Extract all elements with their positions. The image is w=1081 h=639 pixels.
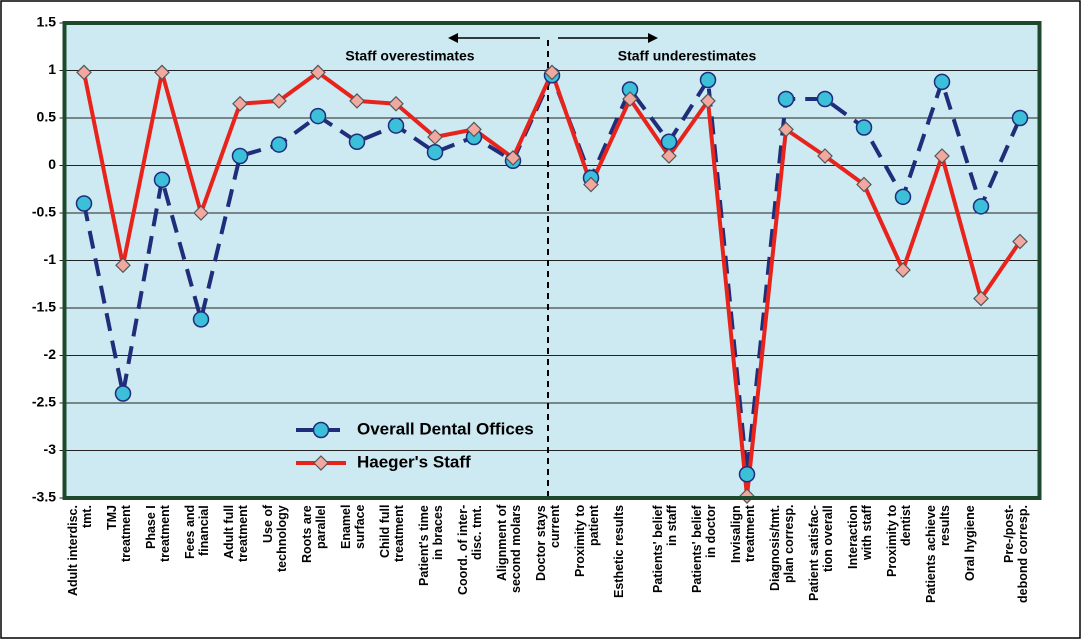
x-tick-label: Child full treatment: [378, 505, 406, 562]
x-tick-label: Proximity to dentist: [885, 505, 913, 578]
x-tick-label: Phase I treatment: [144, 505, 172, 562]
marker: [660, 133, 678, 150]
marker: [114, 385, 132, 402]
marker: [777, 90, 795, 108]
plot-frame: [62, 21, 1042, 500]
x-tick-label: Enamel surface: [339, 505, 367, 550]
marker: [426, 143, 444, 161]
marker: [309, 107, 327, 125]
y-tick-label: -2.5: [32, 394, 56, 410]
marker: [76, 64, 92, 81]
marker: [738, 466, 756, 483]
marks: [75, 64, 1029, 504]
marker: [583, 176, 599, 193]
y-tick-label: -2: [44, 346, 57, 362]
marker: [816, 90, 834, 108]
marker: [505, 150, 521, 166]
annotation: Staff underestimates: [618, 48, 757, 64]
marker: [856, 176, 872, 193]
marker: [1011, 109, 1029, 127]
x-tick-label: Alignment of second molars: [495, 505, 523, 594]
x-tick-label: Adult interdisc. tmt.: [66, 505, 94, 596]
marker: [232, 95, 248, 112]
marker: [895, 262, 911, 278]
arrow-head: [448, 33, 458, 43]
y-tick-label: 0: [48, 156, 56, 172]
marker: [427, 129, 443, 145]
y-tick-label: -1.5: [32, 299, 56, 315]
marker: [349, 93, 365, 109]
x-tick-label: Patient satisfac- tion overall: [807, 505, 835, 601]
marker: [817, 148, 833, 164]
marker: [75, 195, 93, 212]
marker: [894, 188, 912, 206]
marker: [154, 64, 170, 81]
marker: [1012, 233, 1028, 250]
marker: [466, 121, 482, 138]
arrow-head: [648, 33, 658, 43]
legend-label: Overall Dental Offices: [357, 419, 534, 438]
marker: [972, 198, 990, 215]
y-tick-label: 0.5: [37, 109, 57, 125]
y-tick-label: -1: [44, 251, 57, 267]
x-tick-label: Proximity to patient: [573, 505, 601, 578]
x-tick-label: Oral hygiene: [963, 505, 977, 581]
marker: [699, 71, 717, 89]
x-tick-label: Interaction with staff: [846, 505, 874, 569]
marker: [934, 148, 950, 164]
y-tick-label: 1.5: [37, 14, 57, 30]
x-tick-label: Invisalign treatment: [729, 505, 757, 563]
marker: [544, 64, 560, 81]
y-tick-label: 1: [48, 61, 56, 77]
marker: [193, 205, 209, 221]
annotation: Staff overestimates: [345, 48, 474, 64]
x-tick-label: Adult full treatment: [222, 505, 250, 562]
legend-marker: [313, 455, 329, 471]
x-tick-label: Doctor stays current: [534, 505, 562, 581]
marker: [855, 119, 873, 136]
x-tick-label: Fees and financial: [183, 505, 211, 560]
x-tick-label: Patient's time in braces: [417, 505, 445, 586]
x-tick-label: Patients achieve results: [924, 505, 952, 603]
x-tick-label: Coord. of inter- disc. tmt.: [456, 505, 484, 596]
y-tick-label: -3: [44, 441, 57, 457]
y-tick-label: -0.5: [32, 204, 56, 220]
marker: [271, 93, 287, 109]
x-tick-label: Patients' belief in doctor: [690, 505, 718, 593]
marker: [231, 147, 249, 165]
marker: [661, 148, 677, 164]
x-tick-label: Pre-/post- debond corresp.: [1002, 505, 1030, 603]
marker: [973, 290, 989, 307]
marker: [192, 311, 210, 328]
marker: [348, 133, 366, 150]
x-tick-label: Use of technology: [261, 505, 289, 572]
x-tick-label: Roots are parallel: [300, 505, 328, 563]
marker: [115, 257, 131, 274]
marker: [153, 171, 171, 188]
x-tick-label: Diagnosis/tmt. plan corresp.: [768, 505, 796, 592]
legend-label: Haeger's Staff: [357, 452, 471, 471]
legend: Overall Dental Offices Haeger's Staff: [296, 419, 534, 471]
y-tick-label: -3.5: [32, 489, 56, 505]
marker: [622, 91, 638, 107]
marker: [388, 95, 404, 112]
marker: [778, 121, 794, 138]
marker: [700, 93, 716, 109]
marker: [933, 73, 951, 91]
marker: [387, 117, 405, 134]
x-tick-label: Esthetic results: [612, 505, 626, 599]
x-tick-label: TMJ treatment: [105, 505, 133, 562]
marker: [310, 64, 326, 81]
marker: [270, 136, 288, 153]
legend-marker: [312, 421, 330, 439]
x-tick-label: Patients' belief in staff: [651, 505, 679, 593]
